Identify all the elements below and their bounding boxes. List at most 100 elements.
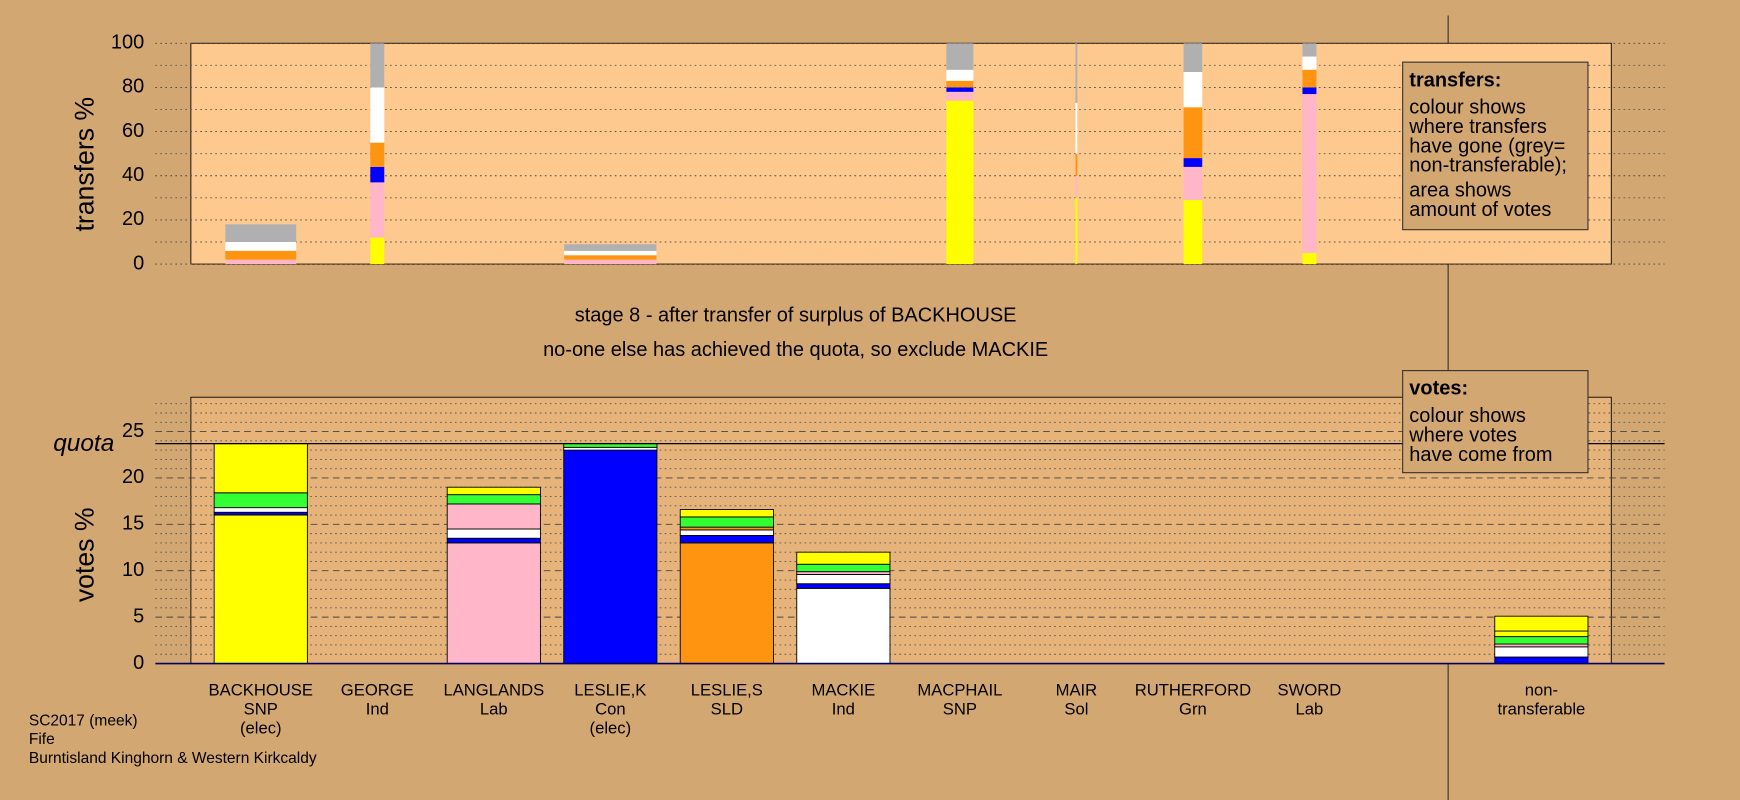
y-tick-label: 20 [122,466,144,488]
bar-segment [563,449,658,664]
bar-segment [679,542,774,664]
bar-segment [946,87,974,92]
bar-segment [225,250,297,260]
bar-segment [679,529,774,536]
bar-segment [679,516,774,528]
bar-segment [446,537,541,544]
bar-segment [1302,56,1317,70]
y-tick-label: 0 [133,252,144,274]
plot-area [190,396,1612,664]
x-tick-label: GEORGE [341,681,414,700]
note-line: where transfers [1408,116,1547,138]
note-title: transfers: [1409,69,1501,91]
y-tick-label: 60 [122,120,144,142]
x-tick-label: Ind [832,700,855,719]
bar-segment [1494,656,1589,664]
bar-segment [564,255,657,260]
x-tick-label: RUTHERFORD [1135,681,1251,700]
bar-segment [1075,197,1078,265]
bar-segment [796,551,891,565]
x-tick-label: MACKIE [811,681,875,700]
bar-segment [1302,43,1317,57]
x-tick-label: SNP [943,700,977,719]
bar-segment [679,509,774,518]
bar-segment [370,87,385,143]
bar-segment [796,563,891,573]
bar-segment [1183,200,1203,265]
bar-segment [796,583,891,589]
bar-segment [370,237,385,265]
x-tick-label: Ind [366,700,389,719]
x-tick-label: LANGLANDS [443,681,544,700]
bar-segment [946,80,974,88]
x-tick-label: SNP [244,700,278,719]
bar-segment [1494,636,1589,645]
x-tick-label: transferable [1497,700,1585,719]
bar-segment [946,100,974,265]
bar-segment [446,486,541,496]
y-tick-label: 20 [122,208,144,230]
bar-segment [213,443,308,494]
bar-segment [796,574,891,585]
bar-segment [1302,87,1317,95]
bar-segment [1183,166,1203,201]
y-tick-label: 15 [122,513,144,535]
y-tick-label: 25 [122,420,144,442]
y-tick-label: 40 [122,164,144,186]
bar-segment [1494,646,1589,658]
bar-segment [1302,69,1317,88]
bar-segment [446,503,541,530]
bar-segment [946,43,974,70]
bar-segment [1183,43,1203,72]
bar-segment [1075,153,1078,176]
bar-segment [213,507,308,513]
bar-segment [564,259,657,265]
footer-line: SC2017 (meek) [29,712,138,729]
bar-segment [446,542,541,664]
y-tick-label: 10 [122,559,144,581]
bar-segment [1075,102,1078,154]
bar-segment [370,182,385,238]
x-tick-label: BACKHOUSE [209,681,313,700]
x-tick-label: Lab [1296,700,1324,719]
bar-segment [446,528,541,539]
bar-segment [1302,94,1317,254]
x-tick-label: MAIR [1056,681,1098,700]
note-line: where votes [1408,424,1517,446]
note-line: colour shows [1409,405,1526,427]
bar-segment [946,91,974,101]
bar-segment [1302,253,1317,265]
note-box [1402,61,1589,231]
x-tick-label: LESLIE,K [574,681,646,700]
bar-segment [225,259,297,265]
x-tick-label: non- [1525,681,1558,700]
bar-segment [1494,630,1589,638]
stage-title: stage 8 - after transfer of surplus of B… [575,305,1017,327]
bar-segment [225,224,297,242]
y-tick-label: 80 [122,76,144,98]
note-line: amount of votes [1409,199,1551,221]
note-line: have come from [1409,444,1552,466]
note-line: area shows [1409,180,1511,202]
note-title: votes: [1409,378,1468,400]
x-tick-label: (elec) [590,718,632,737]
bar-segment [213,514,308,664]
bar-segment [1183,71,1203,108]
bar-segment [564,250,657,256]
bar-segment [1075,43,1078,103]
note-box [1402,370,1589,474]
y-axis-label: votes % [70,507,100,602]
bar-segment [370,166,385,183]
y-tick-label: 5 [133,605,144,627]
quota-label: quota [53,430,114,457]
x-tick-label: SLD [711,700,743,719]
y-tick-label: 0 [133,652,144,674]
x-tick-label: SWORD [1278,681,1342,700]
x-tick-label: Sol [1064,700,1088,719]
bar-segment [446,494,541,505]
footer-line: Burntisland Kinghorn & Western Kirkcaldy [29,750,317,767]
note-line: have gone (grey= [1409,135,1565,157]
bar-segment [679,535,774,544]
